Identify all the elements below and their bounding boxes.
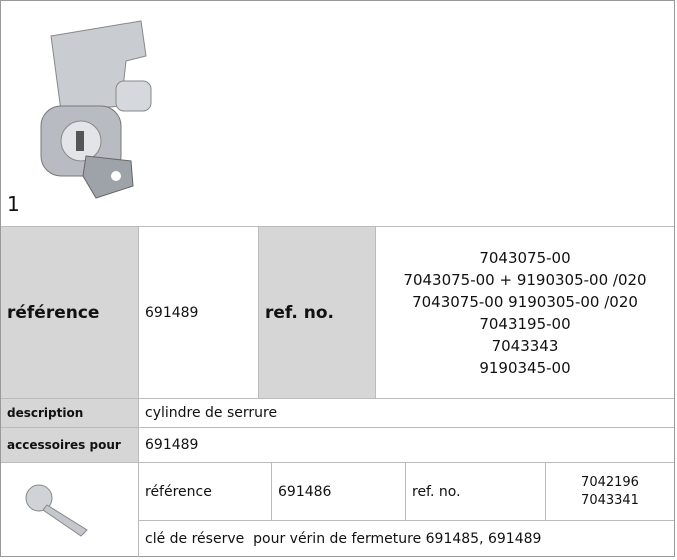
ref-number: 7042196 bbox=[581, 474, 639, 492]
description: clé de réserve pour vérin de fermeture 6… bbox=[139, 521, 674, 557]
label: référence bbox=[139, 463, 272, 521]
label-text: référence bbox=[145, 484, 212, 500]
ref-number: 7043075-00 9190305-00 /020 bbox=[412, 291, 638, 313]
label: ref. no. bbox=[406, 463, 546, 521]
row-label: accessoires pour bbox=[1, 428, 139, 463]
key-image-cell bbox=[1, 463, 139, 557]
key-image bbox=[17, 480, 97, 540]
row-value: cylindre de serrure bbox=[139, 399, 674, 428]
label: ref. no. bbox=[259, 227, 376, 399]
row-label: description bbox=[1, 399, 139, 428]
row-value: 691489 bbox=[139, 428, 674, 463]
value-text: 691489 bbox=[145, 437, 198, 453]
label-text: description bbox=[7, 406, 83, 420]
value-text: 691489 bbox=[145, 305, 198, 321]
label-text: ref. no. bbox=[412, 484, 461, 500]
ref-number: 7043343 bbox=[492, 335, 559, 357]
image-label: 1 bbox=[7, 192, 20, 216]
lock-image bbox=[21, 16, 161, 216]
ref-number: 7043075-00 + 9190305-00 /020 bbox=[403, 269, 646, 291]
ref-number: 7043195-00 bbox=[479, 313, 570, 335]
ref-number: 9190345-00 bbox=[479, 357, 570, 379]
value: 691486 bbox=[272, 463, 406, 521]
description-text: clé de réserve pour vérin de fermeture 6… bbox=[145, 531, 541, 547]
product-sheet: 1 référence 691489 ref. no. 7043075-0070… bbox=[0, 0, 675, 557]
label-text: ref. no. bbox=[265, 303, 334, 323]
value: 691489 bbox=[139, 227, 259, 399]
value-text: 691486 bbox=[278, 484, 331, 500]
label-text: accessoires pour bbox=[7, 438, 121, 452]
label-text: référence bbox=[7, 303, 99, 323]
value-text: cylindre de serrure bbox=[145, 405, 277, 421]
ref-number: 7043341 bbox=[581, 492, 639, 510]
image-cell: 1 bbox=[1, 1, 674, 227]
ref-number: 7043075-00 bbox=[479, 247, 570, 269]
label: référence bbox=[1, 227, 139, 399]
